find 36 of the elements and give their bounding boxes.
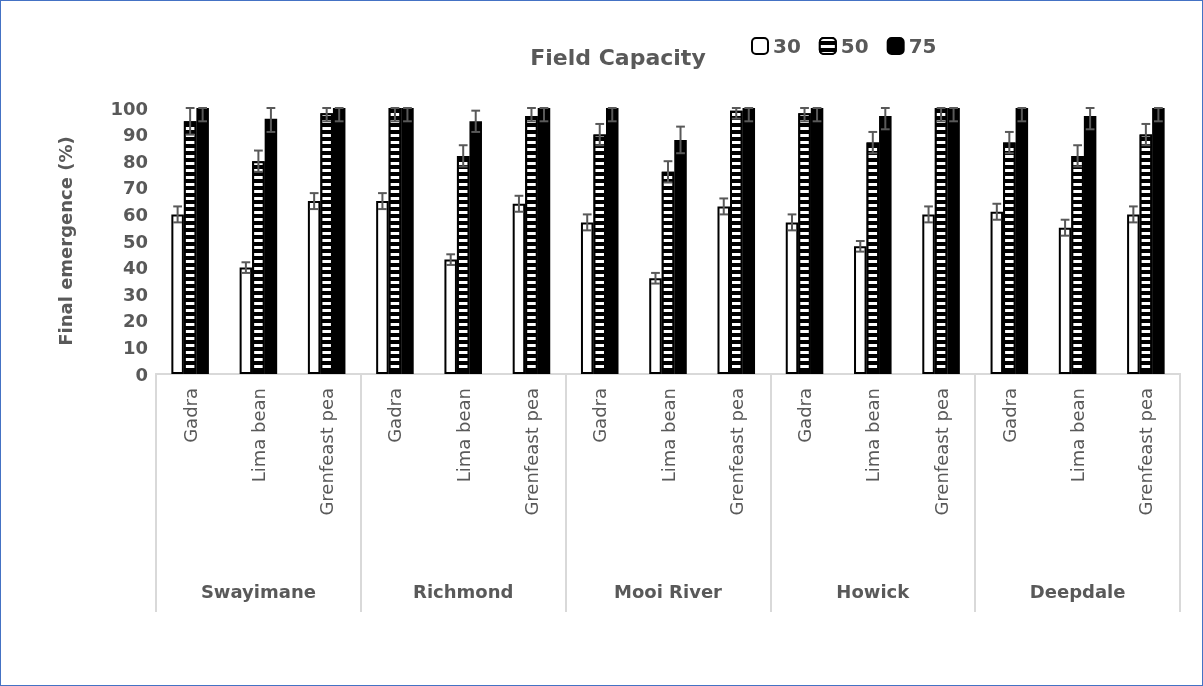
y-tick-label: 80 xyxy=(122,150,148,172)
y-tick-label: 60 xyxy=(122,203,148,225)
y-tick-label: 50 xyxy=(122,230,148,252)
x-tick-label: Gadra xyxy=(179,388,201,443)
y-tick-label: 10 xyxy=(122,336,148,358)
y-tick-label: 0 xyxy=(135,363,148,385)
text: Deepdale xyxy=(1029,580,1126,602)
y-axis-title: Final emergence (%) xyxy=(54,136,76,346)
text: Richmond xyxy=(413,580,514,602)
text: Swayimane xyxy=(200,580,316,602)
legend-label: 30 xyxy=(773,34,801,58)
y-tick-label: 30 xyxy=(122,283,148,305)
chart-title: Field Capacity xyxy=(530,44,706,70)
x-tick-label: Grenfeast pea xyxy=(930,388,952,516)
x-tick-label: Grenfeast pea xyxy=(725,388,747,516)
legend-label: 75 xyxy=(908,34,937,58)
y-tick-label: 70 xyxy=(122,177,148,199)
legend-label: 50 xyxy=(840,34,869,58)
y-tick-label: 20 xyxy=(122,310,148,332)
x-tick-label: Lima bean xyxy=(452,388,474,483)
x-tick-label: Gadra xyxy=(384,388,406,443)
x-tick-label: Lima bean xyxy=(657,388,679,483)
x-tick-label: Gadra xyxy=(794,388,816,443)
x-tick-label: Lima bean xyxy=(862,388,884,483)
x-tick-label: Lima bean xyxy=(247,388,269,483)
y-tick-label: 90 xyxy=(122,124,148,146)
x-tick-label: Lima bean xyxy=(1067,388,1089,483)
y-tick-label: 100 xyxy=(110,97,148,119)
x-tick-label: Gadra xyxy=(998,388,1020,443)
text: Mooi River xyxy=(614,580,723,602)
text: Howick xyxy=(836,580,911,602)
y-tick-label: 40 xyxy=(122,257,148,279)
x-tick-label: Grenfeast pea xyxy=(1135,388,1157,516)
x-tick-label: Gadra xyxy=(589,388,611,443)
x-tick-label: Grenfeast pea xyxy=(520,388,542,516)
x-tick-label: Grenfeast pea xyxy=(316,388,338,516)
